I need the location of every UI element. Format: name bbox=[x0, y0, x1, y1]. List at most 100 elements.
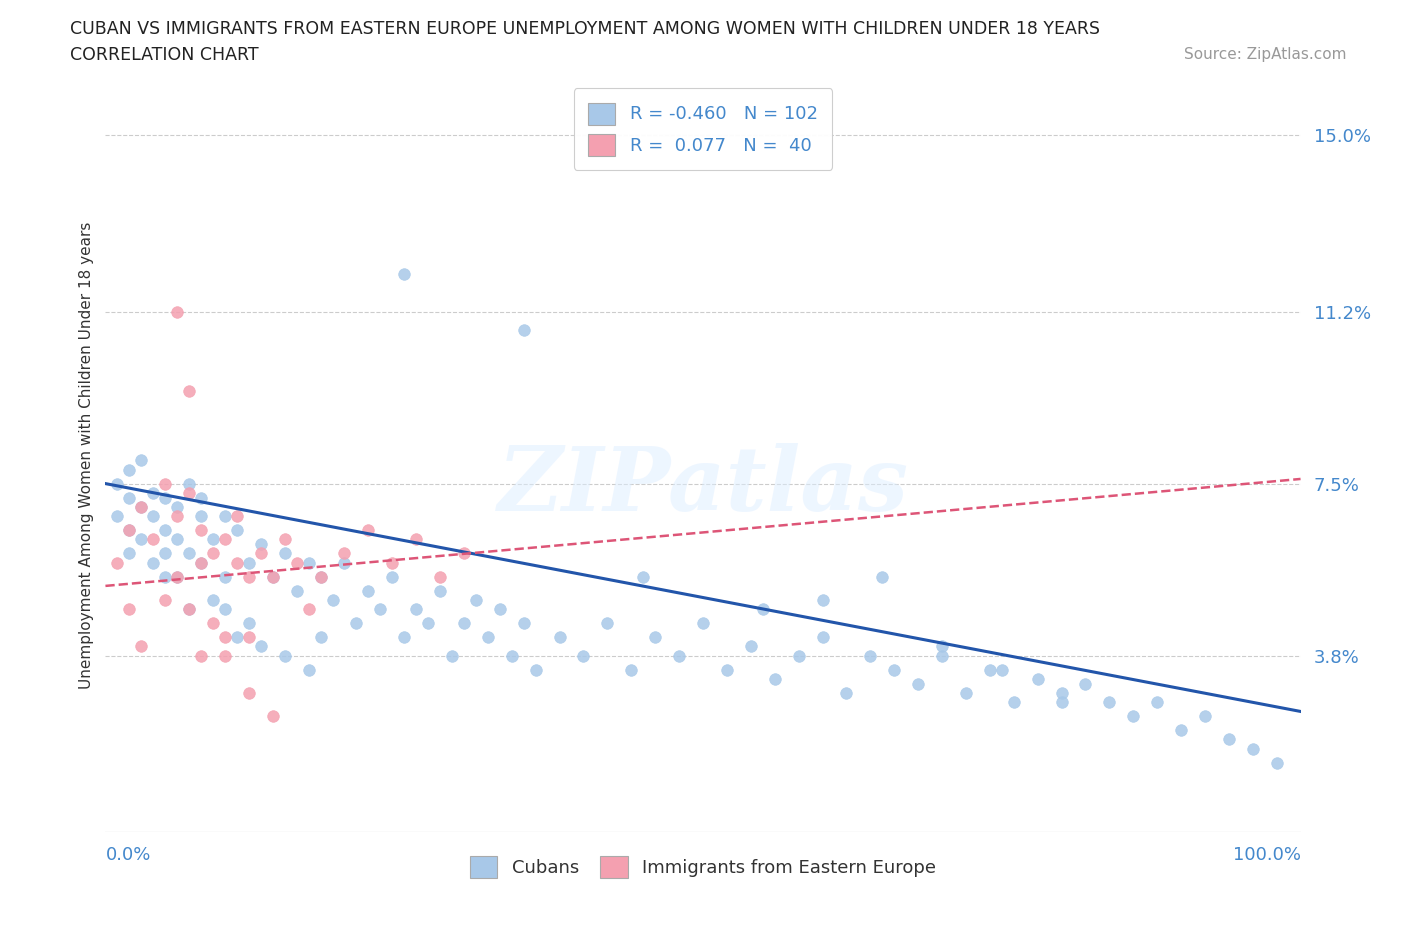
Point bbox=[273, 532, 295, 547]
Point bbox=[357, 583, 380, 598]
Point bbox=[118, 523, 141, 538]
Point bbox=[1218, 732, 1240, 747]
Point bbox=[238, 685, 260, 700]
Point bbox=[811, 592, 834, 607]
Point bbox=[440, 648, 463, 663]
Point bbox=[548, 630, 571, 644]
Point bbox=[1098, 695, 1121, 710]
Point bbox=[596, 616, 619, 631]
Text: Source: ZipAtlas.com: Source: ZipAtlas.com bbox=[1184, 46, 1347, 61]
Point bbox=[1050, 695, 1073, 710]
Point bbox=[177, 602, 201, 617]
Point bbox=[238, 555, 260, 570]
Point bbox=[129, 639, 153, 654]
Point bbox=[1026, 671, 1049, 686]
Point bbox=[333, 555, 356, 570]
Point bbox=[513, 323, 536, 338]
Point bbox=[118, 462, 141, 477]
Point bbox=[166, 499, 188, 514]
Point bbox=[751, 602, 773, 617]
Point bbox=[1194, 709, 1216, 724]
Point bbox=[931, 639, 953, 654]
Point bbox=[464, 592, 488, 607]
Point bbox=[1074, 676, 1097, 691]
Point bbox=[166, 569, 188, 584]
Point bbox=[907, 676, 929, 691]
Point bbox=[1265, 755, 1288, 770]
Point bbox=[309, 569, 332, 584]
Point bbox=[142, 485, 165, 500]
Point bbox=[153, 546, 177, 561]
Point bbox=[262, 569, 284, 584]
Point bbox=[250, 639, 273, 654]
Point bbox=[453, 616, 475, 631]
Point bbox=[787, 648, 810, 663]
Text: 100.0%: 100.0% bbox=[1233, 846, 1301, 864]
Point bbox=[979, 662, 1001, 677]
Point bbox=[142, 532, 165, 547]
Point bbox=[572, 648, 595, 663]
Point bbox=[357, 523, 380, 538]
Point bbox=[129, 499, 153, 514]
Point bbox=[262, 569, 284, 584]
Point bbox=[392, 267, 416, 282]
Point bbox=[763, 671, 786, 686]
Point bbox=[166, 304, 188, 319]
Point bbox=[1241, 741, 1264, 756]
Point bbox=[273, 648, 295, 663]
Point bbox=[429, 583, 451, 598]
Point bbox=[166, 532, 188, 547]
Point bbox=[142, 509, 165, 524]
Point bbox=[166, 569, 188, 584]
Point bbox=[1050, 685, 1073, 700]
Point bbox=[501, 648, 523, 663]
Point bbox=[153, 569, 177, 584]
Point bbox=[859, 648, 882, 663]
Point bbox=[883, 662, 905, 677]
Point bbox=[214, 532, 236, 547]
Point bbox=[716, 662, 738, 677]
Point bbox=[225, 509, 249, 524]
Point bbox=[298, 602, 321, 617]
Point bbox=[238, 569, 260, 584]
Point bbox=[392, 630, 416, 644]
Point bbox=[153, 523, 177, 538]
Point bbox=[298, 662, 321, 677]
Point bbox=[166, 509, 188, 524]
Point bbox=[262, 709, 284, 724]
Point bbox=[118, 523, 141, 538]
Point bbox=[931, 648, 953, 663]
Point bbox=[368, 602, 391, 617]
Point bbox=[1170, 723, 1192, 737]
Point bbox=[489, 602, 512, 617]
Point bbox=[620, 662, 643, 677]
Point bbox=[190, 523, 212, 538]
Point bbox=[225, 630, 249, 644]
Point bbox=[1146, 695, 1168, 710]
Point bbox=[202, 532, 225, 547]
Point bbox=[118, 490, 141, 505]
Point bbox=[177, 602, 201, 617]
Point bbox=[285, 555, 308, 570]
Point bbox=[835, 685, 858, 700]
Point bbox=[740, 639, 762, 654]
Point bbox=[298, 555, 321, 570]
Point bbox=[107, 476, 129, 491]
Point bbox=[190, 555, 212, 570]
Y-axis label: Unemployment Among Women with Children Under 18 years: Unemployment Among Women with Children U… bbox=[79, 222, 94, 689]
Point bbox=[381, 555, 404, 570]
Point bbox=[990, 662, 1012, 677]
Point bbox=[177, 546, 201, 561]
Point bbox=[129, 499, 153, 514]
Point bbox=[214, 630, 236, 644]
Point bbox=[872, 569, 894, 584]
Point bbox=[405, 532, 427, 547]
Point bbox=[250, 546, 273, 561]
Point bbox=[190, 490, 212, 505]
Point bbox=[225, 555, 249, 570]
Point bbox=[1002, 695, 1025, 710]
Point bbox=[238, 630, 260, 644]
Point bbox=[202, 546, 225, 561]
Point bbox=[202, 592, 225, 607]
Point bbox=[142, 555, 165, 570]
